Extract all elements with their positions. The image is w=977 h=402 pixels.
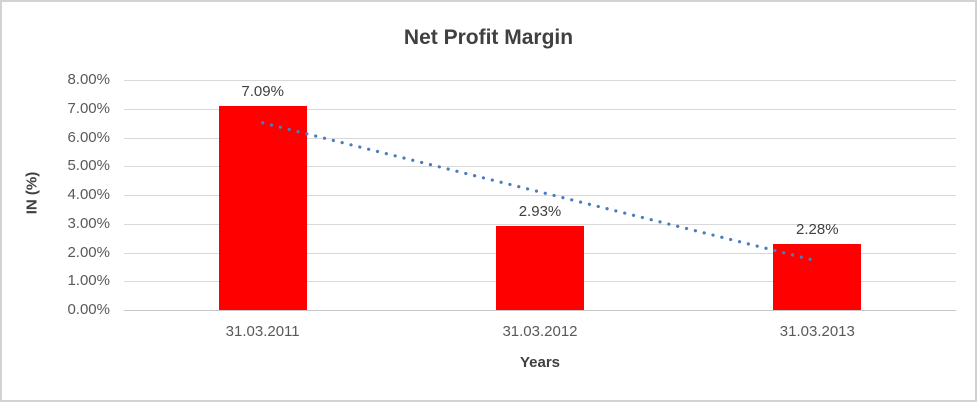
gridline <box>124 108 956 110</box>
y-tick-label: 6.00% <box>67 128 110 146</box>
gridline <box>124 195 956 196</box>
y-tick-label: 1.00% <box>67 272 110 290</box>
gridline <box>124 137 956 139</box>
x-tick-label: 31.03.2013 <box>779 323 855 340</box>
x-axis-title: Years <box>519 354 561 371</box>
y-tick-label: 5.00% <box>67 157 110 175</box>
y-tick-label: 7.00% <box>67 99 110 117</box>
y-tick-label: 8.00% <box>67 71 110 88</box>
bar-31.03.2013 <box>773 244 862 310</box>
y-tick-label: 4.00% <box>67 186 110 203</box>
x-tick-label: 31.03.2012 <box>502 323 578 340</box>
trendline <box>261 121 819 263</box>
chart-title: Net Profit Margin <box>403 26 574 49</box>
data-label: 2.93% <box>518 202 562 220</box>
x-tick-label: 31.03.2011 <box>225 323 300 340</box>
gridline <box>124 166 956 168</box>
x-axis-line <box>124 310 956 311</box>
bar-31.03.2012 <box>496 225 584 310</box>
y-tick-label: 3.00% <box>67 214 110 232</box>
y-tick-label: 2.00% <box>67 243 110 261</box>
gridline <box>124 223 956 225</box>
y-tick-label: 0.00% <box>67 301 110 318</box>
trendline-path <box>261 121 819 263</box>
data-label: 2.28% <box>796 221 839 239</box>
data-label: 7.09% <box>241 83 284 101</box>
gridline <box>124 80 956 81</box>
bar-31.03.2011 <box>218 106 307 310</box>
plot-area <box>124 80 956 311</box>
